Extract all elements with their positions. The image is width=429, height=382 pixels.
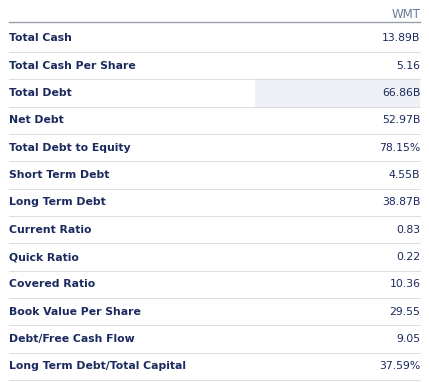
Text: 13.89B: 13.89B bbox=[382, 34, 420, 44]
Text: WMT: WMT bbox=[391, 8, 420, 21]
Text: Long Term Debt/Total Capital: Long Term Debt/Total Capital bbox=[9, 361, 186, 371]
Text: 29.55: 29.55 bbox=[390, 307, 420, 317]
Text: Covered Ratio: Covered Ratio bbox=[9, 280, 95, 290]
Text: 37.59%: 37.59% bbox=[379, 361, 420, 371]
Text: 5.16: 5.16 bbox=[396, 61, 420, 71]
Text: Short Term Debt: Short Term Debt bbox=[9, 170, 109, 180]
Text: 78.15%: 78.15% bbox=[379, 143, 420, 153]
Text: Net Debt: Net Debt bbox=[9, 115, 63, 125]
Text: 52.97B: 52.97B bbox=[382, 115, 420, 125]
Text: Total Cash: Total Cash bbox=[9, 34, 72, 44]
Text: Quick Ratio: Quick Ratio bbox=[9, 252, 79, 262]
Text: Total Cash Per Share: Total Cash Per Share bbox=[9, 61, 135, 71]
Text: 0.22: 0.22 bbox=[396, 252, 420, 262]
Text: Total Debt to Equity: Total Debt to Equity bbox=[9, 143, 130, 153]
Bar bbox=[255, 79, 420, 107]
Text: 10.36: 10.36 bbox=[390, 280, 420, 290]
Text: Total Debt: Total Debt bbox=[9, 88, 71, 98]
Text: 0.83: 0.83 bbox=[396, 225, 420, 235]
Text: 4.55B: 4.55B bbox=[389, 170, 420, 180]
Text: Book Value Per Share: Book Value Per Share bbox=[9, 307, 140, 317]
Text: Current Ratio: Current Ratio bbox=[9, 225, 91, 235]
Text: Debt/Free Cash Flow: Debt/Free Cash Flow bbox=[9, 334, 134, 344]
Text: Long Term Debt: Long Term Debt bbox=[9, 197, 106, 207]
Text: 9.05: 9.05 bbox=[396, 334, 420, 344]
Text: 38.87B: 38.87B bbox=[382, 197, 420, 207]
Text: 66.86B: 66.86B bbox=[382, 88, 420, 98]
